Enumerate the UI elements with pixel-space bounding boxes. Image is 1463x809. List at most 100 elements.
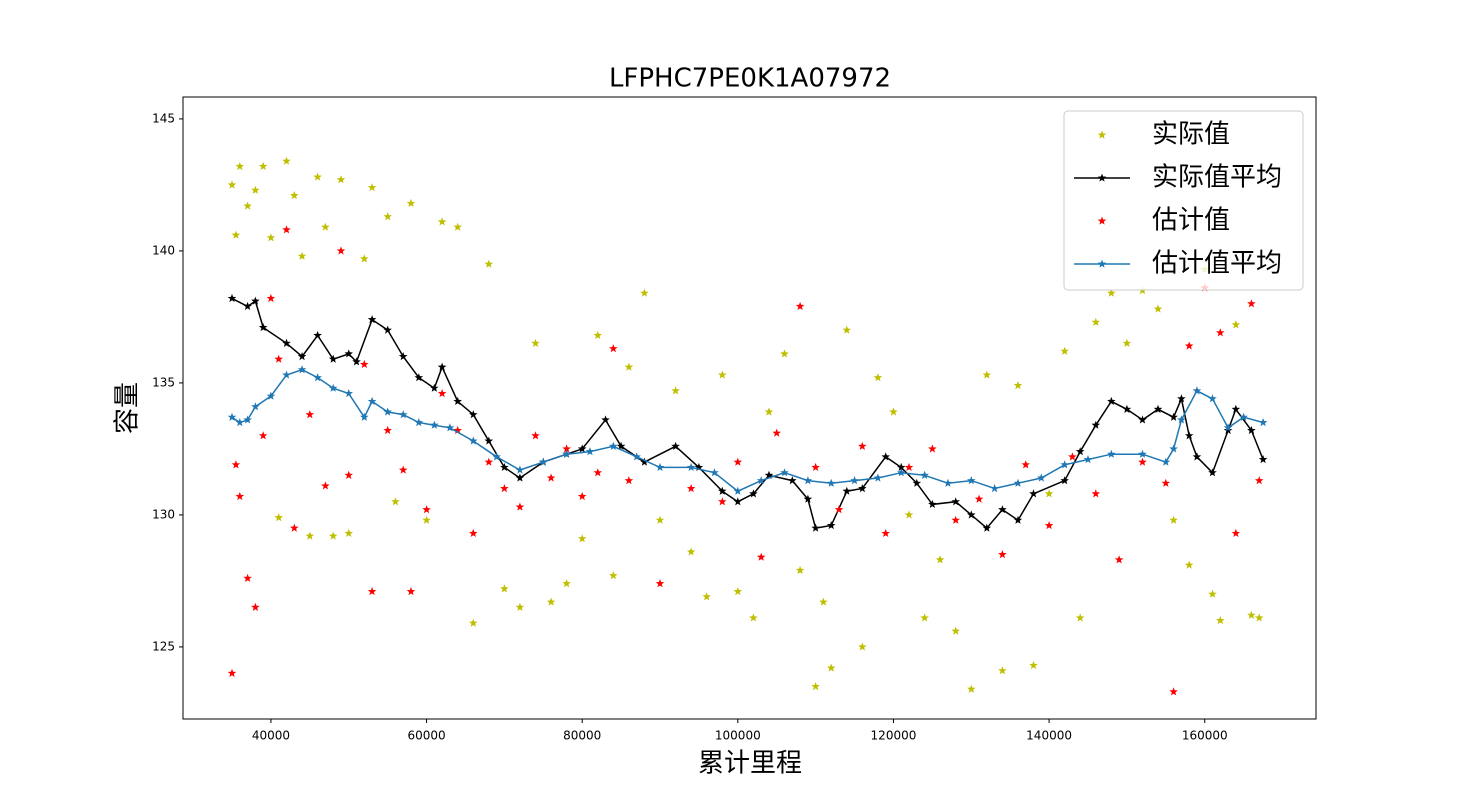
line-marker	[344, 349, 353, 358]
point	[1060, 346, 1069, 355]
point	[718, 370, 727, 379]
point	[305, 410, 315, 419]
line-marker	[243, 415, 252, 424]
point	[484, 457, 494, 466]
line-marker	[1138, 415, 1147, 424]
line-marker	[1177, 394, 1186, 403]
point	[469, 528, 478, 537]
line-marker	[430, 420, 439, 429]
line-marker	[1247, 425, 1256, 435]
line-marker	[585, 447, 595, 456]
legend-label: 估计值	[1152, 206, 1230, 236]
line-marker	[1258, 455, 1268, 464]
point	[1216, 328, 1225, 337]
point	[858, 441, 867, 450]
point	[1013, 381, 1023, 390]
line-marker	[367, 315, 377, 324]
point	[1068, 452, 1077, 461]
line-marker	[912, 478, 922, 487]
line-marker	[710, 468, 719, 477]
line-marker	[539, 457, 548, 466]
line-marker	[1169, 444, 1178, 453]
point	[367, 183, 377, 192]
line-marker	[1107, 449, 1116, 458]
point	[1044, 489, 1054, 498]
point	[437, 389, 447, 398]
point	[1161, 478, 1171, 487]
line-marker	[282, 338, 291, 347]
line-marker	[788, 476, 797, 485]
point	[772, 428, 781, 437]
line-marker	[982, 523, 992, 532]
line-marker	[398, 410, 408, 419]
line-marker	[749, 489, 758, 498]
point	[811, 462, 820, 471]
line-marker	[803, 494, 813, 503]
point	[577, 491, 587, 501]
line-marker	[1258, 418, 1268, 427]
line-marker	[1177, 415, 1186, 424]
point	[1231, 528, 1241, 537]
point	[367, 587, 377, 596]
line-marker	[943, 478, 953, 487]
line-marker	[1161, 457, 1171, 466]
plot-frame	[182, 96, 1317, 720]
point	[531, 338, 540, 347]
point	[398, 465, 408, 474]
point	[328, 531, 338, 540]
point	[718, 497, 727, 506]
point	[231, 230, 241, 239]
point	[243, 573, 252, 582]
line-marker	[694, 462, 704, 471]
x-tick-label: 120000	[871, 729, 917, 743]
point	[360, 254, 369, 263]
point	[235, 491, 245, 501]
y-tick-label: 135	[152, 375, 175, 389]
point	[609, 571, 618, 580]
point	[733, 587, 743, 596]
y-tick-label: 125	[152, 639, 175, 653]
line-marker	[1060, 476, 1069, 485]
point	[1122, 338, 1132, 347]
line-marker	[1075, 447, 1085, 456]
line-marker	[842, 486, 851, 495]
line-marker	[780, 468, 789, 477]
line-marker	[1029, 489, 1038, 498]
line-marker	[398, 352, 408, 361]
point	[305, 531, 315, 540]
line-marker	[718, 486, 727, 495]
point	[258, 161, 268, 171]
point	[562, 579, 571, 588]
line-marker	[328, 383, 338, 392]
line-marker	[243, 301, 252, 310]
x-tick-label: 40000	[252, 729, 290, 743]
point	[764, 407, 774, 416]
chart-title: LFPHC7PE0K1A07972	[609, 64, 891, 94]
point	[1021, 460, 1030, 469]
legend-label: 实际值平均	[1152, 163, 1282, 193]
line-marker	[897, 462, 906, 471]
line-marker	[1153, 404, 1163, 413]
line-marker	[609, 441, 618, 450]
point	[982, 370, 992, 379]
point	[406, 198, 416, 207]
point	[593, 468, 602, 477]
point	[1138, 457, 1147, 466]
line-marker	[655, 462, 665, 471]
line-marker	[383, 325, 392, 334]
line-marker	[1060, 460, 1069, 469]
line-marker	[251, 296, 260, 305]
point	[344, 528, 353, 537]
point	[904, 462, 914, 471]
line-marker	[469, 410, 478, 419]
line-marker	[383, 407, 392, 416]
line-marker	[484, 436, 494, 445]
line-marker	[967, 510, 976, 519]
x-tick-label: 160000	[1182, 729, 1228, 743]
y-axis-label: 容量	[113, 382, 143, 434]
line-marker	[764, 470, 774, 479]
legend-marker	[1097, 216, 1107, 225]
line-marker	[414, 418, 424, 427]
line-marker	[414, 373, 424, 382]
